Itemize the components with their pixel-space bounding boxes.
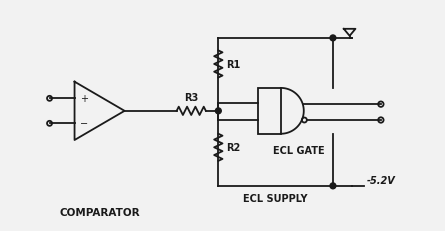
Text: +: + [80, 94, 88, 104]
Text: ECL GATE: ECL GATE [273, 146, 324, 156]
Text: COMPARATOR: COMPARATOR [59, 207, 140, 217]
Circle shape [330, 183, 336, 189]
Text: ECL SUPPLY: ECL SUPPLY [243, 194, 308, 204]
Text: -5.2V: -5.2V [366, 175, 395, 185]
Circle shape [215, 108, 221, 114]
Text: R2: R2 [226, 143, 240, 153]
Text: R1: R1 [226, 60, 240, 70]
Text: −: − [80, 119, 88, 129]
Circle shape [330, 36, 336, 42]
Text: R3: R3 [184, 92, 198, 102]
Bar [258, 88, 281, 134]
